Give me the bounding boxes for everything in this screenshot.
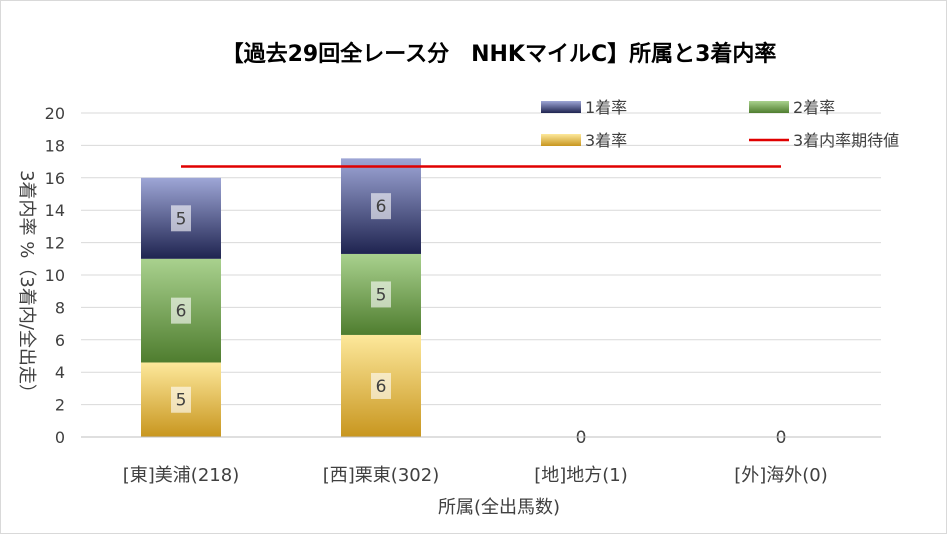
y-tick-label: 12 — [45, 234, 65, 253]
y-tick-label: 14 — [45, 201, 65, 220]
data-label: 0 — [776, 428, 787, 448]
data-label: 0 — [576, 428, 587, 448]
data-label-box — [371, 281, 391, 308]
y-tick-label: 8 — [55, 298, 65, 317]
legend-label: 3着率 — [585, 131, 627, 150]
legend-swatch — [749, 101, 789, 113]
y-tick-label: 18 — [45, 136, 65, 155]
data-label-box — [371, 372, 391, 399]
data-label-box — [171, 297, 191, 324]
legend-label: 2着率 — [793, 98, 835, 117]
y-tick-label: 0 — [55, 428, 65, 447]
data-label: 6 — [376, 197, 387, 217]
y-tick-label: 2 — [55, 396, 65, 415]
x-axis-title: 所属(全出馬数) — [438, 497, 560, 518]
x-tick-label: [地]地方(1) — [534, 465, 628, 486]
legend-label: 3着内率期待値 — [793, 131, 899, 150]
y-tick-label: 4 — [55, 363, 65, 382]
data-label: 5 — [376, 285, 387, 305]
y-tick-label: 16 — [45, 169, 65, 188]
x-tick-label: [西]栗東(302) — [323, 465, 439, 486]
data-labels-layer: 5 6 5 6 5 6 0 0 — [171, 193, 791, 450]
y-tick-label: 20 — [45, 104, 65, 123]
data-label-box — [171, 205, 191, 232]
data-label: 5 — [176, 391, 187, 411]
data-label: 6 — [176, 302, 187, 322]
x-tick-label: [外]海外(0) — [734, 465, 828, 486]
legend-label: 1着率 — [585, 98, 627, 117]
data-label-box — [171, 386, 191, 413]
data-label: 6 — [376, 377, 387, 397]
y-tick-label: 6 — [55, 331, 65, 350]
x-tick-label: [東]美浦(218) — [123, 465, 239, 486]
chart-title: 【過去29回全レース分 NHKマイルC】所属と3着内率 — [222, 41, 777, 67]
legend: 1着率 2着率 3着率 3着内率期待値 — [541, 98, 899, 150]
legend-swatch — [541, 101, 581, 113]
data-label-box — [371, 193, 391, 220]
axis-layer: 0 2 4 6 8 10 12 14 16 18 20 [東]美浦(218) [西]栗東(302) [地]… — [45, 104, 881, 486]
y-tick-label: 10 — [45, 266, 65, 285]
legend-swatch — [541, 134, 581, 146]
data-label: 5 — [176, 209, 187, 229]
y-axis-title: 3着内率 %（3着内/全出走） — [16, 170, 37, 402]
